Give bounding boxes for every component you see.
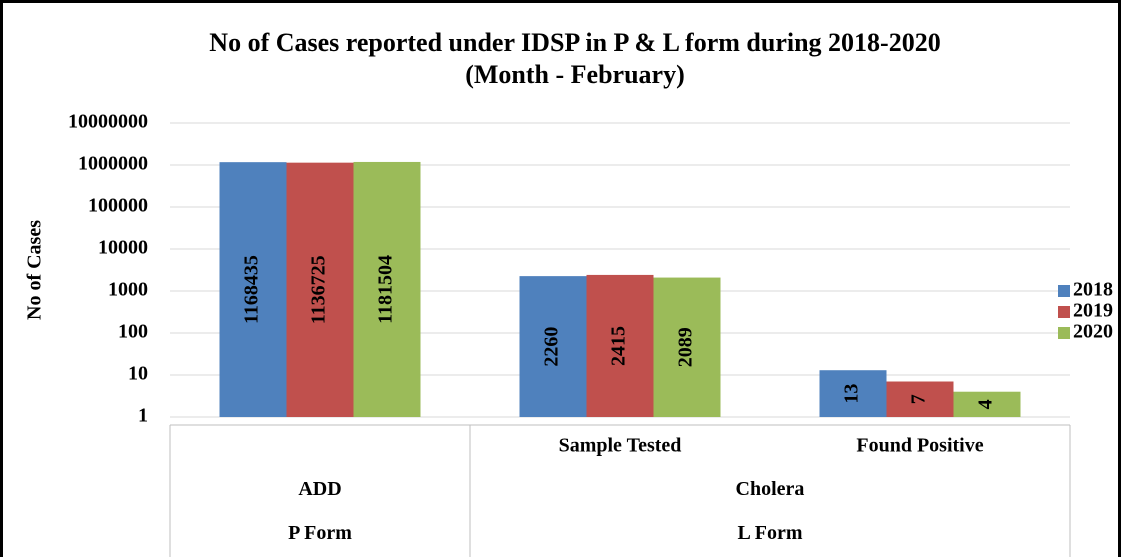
value-label: 7 xyxy=(908,394,930,404)
x-tick-label: Sample Tested xyxy=(559,435,682,457)
y-tick-label: 100 xyxy=(118,321,148,343)
category-group-label: Cholera xyxy=(736,478,805,500)
bar xyxy=(819,370,887,417)
value-label: 13 xyxy=(841,384,863,404)
value-label: 2089 xyxy=(675,327,697,367)
y-axis-title: No of Cases xyxy=(24,220,46,320)
y-tick-label: 1 xyxy=(138,405,148,427)
value-label: 1168435 xyxy=(241,255,263,324)
bar xyxy=(353,161,421,417)
category-group-label: L Form xyxy=(738,522,803,544)
value-label: 2415 xyxy=(608,326,630,366)
value-label: 1181504 xyxy=(375,255,397,324)
bar xyxy=(219,162,287,417)
legend-label: 2018 xyxy=(1073,279,1113,301)
y-tick-label: 10000000 xyxy=(68,111,148,133)
bar xyxy=(286,162,354,417)
category-group-label: ADD xyxy=(298,478,341,500)
y-tick-label: 10 xyxy=(128,363,148,385)
legend-swatch xyxy=(1058,306,1070,318)
value-label: 1136725 xyxy=(308,255,330,324)
y-tick-label: 10000 xyxy=(98,237,148,259)
y-tick-label: 1000000 xyxy=(78,153,148,175)
legend-swatch xyxy=(1058,285,1070,297)
y-tick-label: 100000 xyxy=(88,195,148,217)
bar xyxy=(953,391,1021,417)
legend-label: 2020 xyxy=(1073,321,1113,343)
value-label: 4 xyxy=(975,399,997,409)
value-label: 2260 xyxy=(541,327,563,367)
legend-label: 2019 xyxy=(1073,300,1113,322)
bar xyxy=(653,277,721,417)
bar xyxy=(586,274,654,417)
bar xyxy=(519,276,587,417)
category-group-label: P Form xyxy=(288,522,352,544)
legend-swatch xyxy=(1058,327,1070,339)
chart-title: No of Cases reported under IDSP in P & L… xyxy=(209,28,940,57)
x-tick-label: Found Positive xyxy=(856,435,983,457)
y-tick-label: 1000 xyxy=(108,279,148,301)
chart-subtitle: (Month - February) xyxy=(465,60,685,89)
bar xyxy=(886,381,954,417)
